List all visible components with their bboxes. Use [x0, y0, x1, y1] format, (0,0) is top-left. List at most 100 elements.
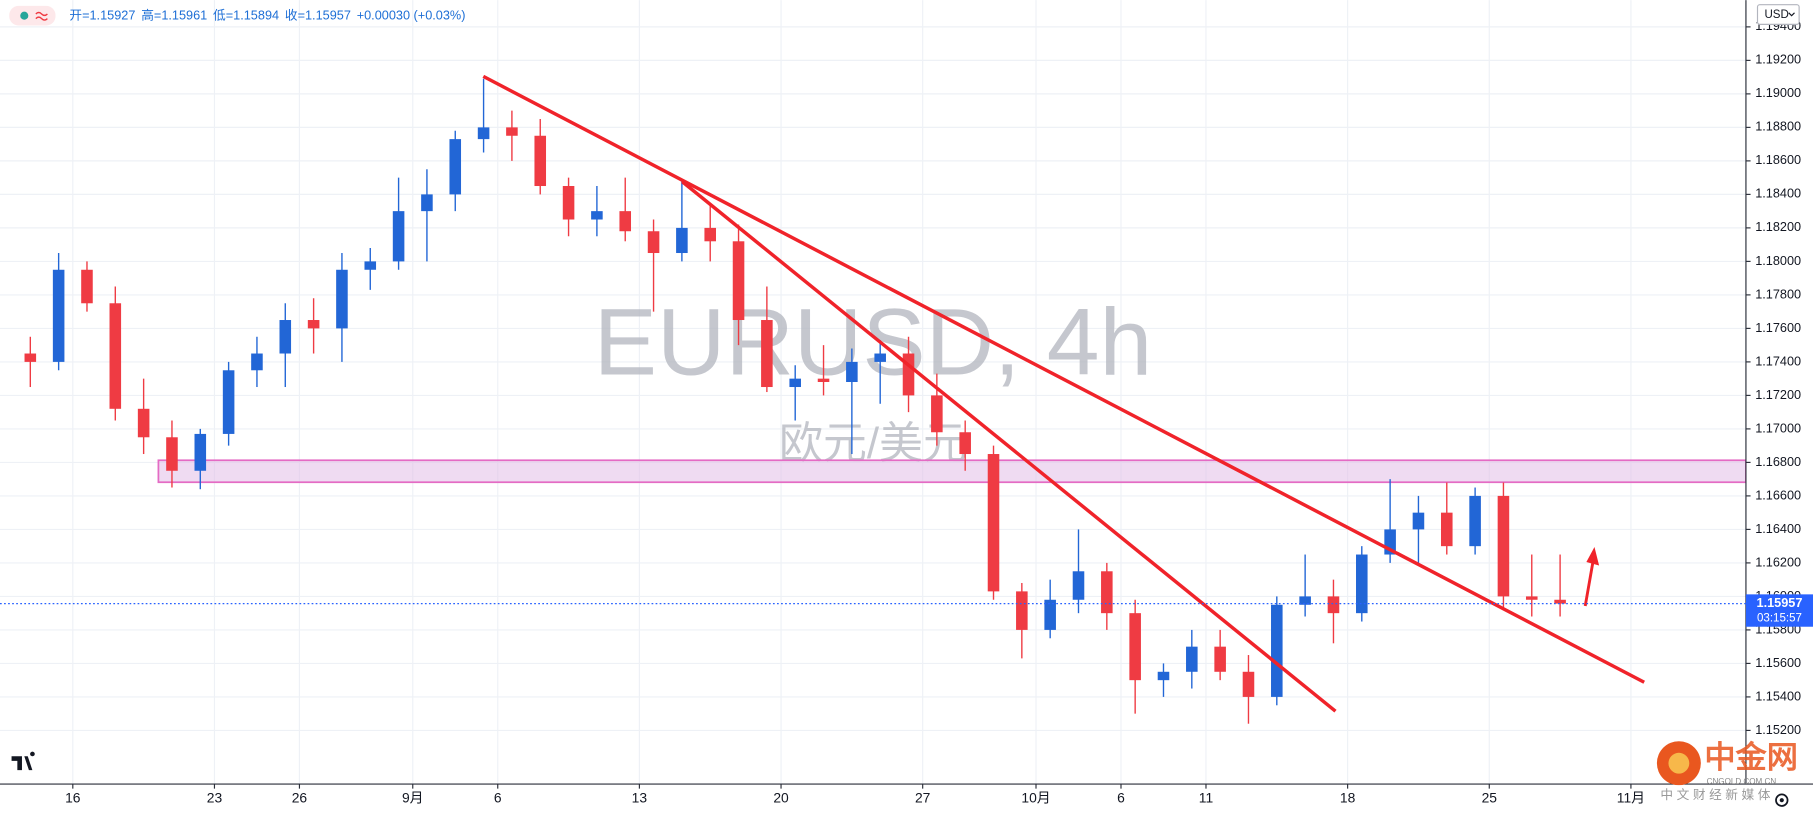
- x-tick-label: 13: [632, 790, 648, 806]
- candle-body: [931, 395, 943, 433]
- x-tick-label: 9月: [402, 790, 424, 806]
- y-tick-label: 1.17600: [1755, 320, 1801, 335]
- candle-body: [1271, 604, 1283, 697]
- y-tick-label: 1.19000: [1755, 85, 1801, 100]
- candle-body: [902, 353, 915, 396]
- candle-body: [336, 269, 348, 329]
- y-tick-label: 1.16400: [1755, 521, 1801, 536]
- candle-body: [1356, 554, 1368, 614]
- settings-button[interactable]: [1775, 793, 1789, 807]
- candle-body: [222, 370, 235, 434]
- gear[interactable]: [1775, 793, 1789, 807]
- gear-center: [1779, 798, 1784, 803]
- candle-body: [1072, 571, 1085, 600]
- y-tick-label: 1.15200: [1755, 722, 1801, 737]
- candle-body: [959, 432, 971, 455]
- y-tick-label: 1.18400: [1755, 186, 1801, 201]
- candle-body: [1327, 596, 1340, 614]
- status-pill[interactable]: [9, 5, 56, 26]
- candle-body: [732, 241, 745, 321]
- currency-label[interactable]: USD: [1764, 9, 1788, 21]
- candle-body: [817, 378, 830, 382]
- y-tick-label: 1.18600: [1755, 152, 1801, 167]
- watermark-symbol: EURUSD, 4h: [594, 289, 1152, 395]
- countdown-label: 03:15:57: [1757, 613, 1802, 625]
- candle-body: [704, 227, 716, 242]
- chevron: [1788, 12, 1795, 17]
- candle-body: [1554, 599, 1566, 604]
- candle-body: [1186, 646, 1198, 672]
- y-tick-label: 1.17400: [1755, 353, 1801, 368]
- x-tick-label: 25: [1482, 790, 1498, 806]
- watermark: EURUSD, 4h 欧元/美元: [594, 289, 1152, 468]
- time-axis: 16 23 26 9月 6 13 20 27 10月 6 11 18 25 11月: [0, 783, 1813, 806]
- y-tick-label: 1.18800: [1755, 119, 1801, 134]
- candle-body: [506, 127, 518, 136]
- tv-logo-mark: [11, 751, 35, 771]
- y-tick-label: 1.15400: [1755, 688, 1801, 703]
- candle-body: [846, 361, 858, 382]
- candle-body: [1129, 613, 1141, 681]
- y-tick-label: 1.16600: [1755, 487, 1801, 502]
- candle-body: [279, 320, 292, 354]
- candle-body: [1412, 512, 1425, 530]
- candle-body: [1469, 495, 1481, 547]
- candle-body: [676, 227, 688, 254]
- status-dot: [20, 11, 29, 20]
- x-tick-label: 6: [1117, 790, 1125, 806]
- candle-body: [1044, 599, 1056, 630]
- currency-button[interactable]: USD: [1756, 4, 1800, 25]
- candle-body: [1525, 596, 1538, 600]
- candle-body: [109, 303, 122, 409]
- grid: [0, 0, 1746, 785]
- trend-line: [482, 74, 1645, 684]
- candles: [24, 78, 1566, 724]
- candle-body: [619, 211, 632, 232]
- y-tick-label: 1.19200: [1755, 52, 1801, 67]
- y-tick-label: 1.15600: [1755, 655, 1801, 670]
- arrow-head: [1586, 546, 1600, 566]
- candle-body: [1214, 646, 1226, 672]
- candle-body: [874, 353, 886, 362]
- drawings: [482, 74, 1645, 713]
- candle-body: [1299, 596, 1311, 605]
- x-tick-label: 6: [494, 790, 502, 806]
- candle-body: [251, 353, 263, 371]
- candle-body: [81, 269, 93, 304]
- x-tick-label: 18: [1340, 790, 1356, 806]
- legend-item: 收=1.15957: [285, 8, 351, 23]
- site-logo: 中金网 CNGOLD.COM.CN 中 文 财 经 新 媒 体: [1656, 740, 1798, 802]
- candle-body: [392, 211, 405, 262]
- legend-item: 低=1.15894: [213, 8, 279, 23]
- candle-body: [24, 353, 37, 362]
- y-tick-label: 1.17000: [1755, 420, 1801, 435]
- candle-body: [477, 127, 490, 140]
- legend: 开=1.15927 高=1.15961 低=1.15894 收=1.15957 +0.0…: [9, 5, 465, 26]
- x-tick-label: 26: [292, 790, 308, 806]
- candle-body: [647, 231, 660, 254]
- candle-body: [364, 261, 377, 270]
- candle-body: [1242, 671, 1255, 697]
- candle-body: [137, 408, 150, 438]
- status-icon: [35, 11, 48, 21]
- x-tick-label: 23: [207, 790, 223, 806]
- last-price-label: 1.15957: [1757, 595, 1803, 610]
- candle-body: [534, 135, 547, 187]
- candle-body: [1101, 571, 1113, 614]
- last-price: 1.15957 03:15:57: [0, 594, 1813, 627]
- last-price-box: [1745, 594, 1813, 627]
- y-tick-label: 1.18200: [1755, 219, 1801, 234]
- y-tick-label: 1.18000: [1755, 253, 1801, 268]
- logo-name: 中金网: [1704, 740, 1798, 775]
- candle-body: [562, 186, 575, 220]
- candle-body: [591, 211, 603, 220]
- tv-logo-bg[interactable]: [6, 749, 42, 778]
- y-tick-label: 1.16200: [1755, 554, 1801, 569]
- axis-bg: [1745, 0, 1813, 813]
- logo-site: CNGOLD.COM.CN: [1707, 777, 1777, 786]
- x-tick-label: 11月: [1617, 790, 1645, 806]
- currency-box[interactable]: [1756, 4, 1800, 25]
- tv-logo[interactable]: [6, 749, 42, 778]
